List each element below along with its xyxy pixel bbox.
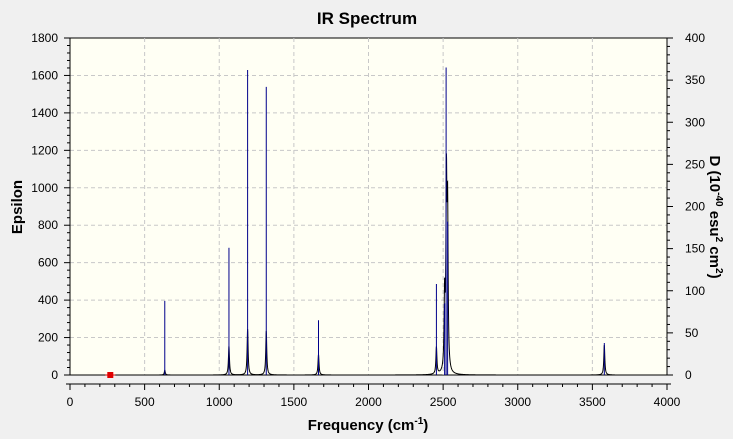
y2-tick-label: 50	[685, 326, 699, 340]
x-tick-label: 2500	[430, 395, 457, 409]
y2-tick-label: 250	[685, 157, 705, 171]
y-tick-label: 1200	[31, 143, 58, 157]
x-tick-label: 500	[135, 395, 155, 409]
y-tick-label: 400	[38, 293, 58, 307]
y2-tick-label: 400	[685, 31, 705, 45]
spectrum-envelope	[92, 153, 615, 376]
envelope-line	[92, 153, 615, 376]
chart-title: IR Spectrum	[317, 9, 417, 28]
y2-tick-label: 300	[685, 115, 705, 129]
y2-axis-title: D (10-40 esu2 cm2)	[706, 155, 724, 278]
y-tick-label: 1800	[31, 31, 58, 45]
x-tick-label: 4000	[654, 395, 681, 409]
y-tick-label: 600	[38, 256, 58, 270]
x-tick-label: 0	[67, 395, 74, 409]
x-tick-label: 3000	[504, 395, 531, 409]
y2-tick-label: 100	[685, 284, 705, 298]
y2-tick-label: 200	[685, 200, 705, 214]
y2-tick-label: 150	[685, 242, 705, 256]
y-tick-label: 0	[51, 368, 58, 382]
x-axis-title: Frequency (cm-1)	[308, 416, 429, 434]
y2-tick-label: 350	[685, 73, 705, 87]
y-axis-title: Epsilon	[9, 180, 26, 234]
y-tick-label: 200	[38, 331, 58, 345]
y-tick-label: 1000	[31, 181, 58, 195]
marker[interactable]	[105, 372, 116, 378]
y-tick-label: 1400	[31, 106, 58, 120]
spectrum-sticks	[164, 67, 605, 375]
y-tick-label: 800	[38, 218, 58, 232]
x-tick-label: 3500	[579, 395, 606, 409]
grid-lines	[70, 38, 667, 375]
y-axis-left: 0 200 400 600 800 1000 1200 1400 1600 1800	[31, 31, 71, 382]
y-tick-label: 1600	[31, 68, 58, 82]
x-axis: 0 500 1000 1500 2000 2500 3000 3500 4000	[66, 383, 681, 409]
x-tick-label: 1500	[281, 395, 308, 409]
y-axis-right: 0 50 100 150 200 250 300 350 400	[666, 31, 705, 382]
x-tick-label: 1000	[206, 395, 233, 409]
x-tick-label: 2000	[355, 395, 382, 409]
y2-tick-label: 0	[685, 368, 692, 382]
